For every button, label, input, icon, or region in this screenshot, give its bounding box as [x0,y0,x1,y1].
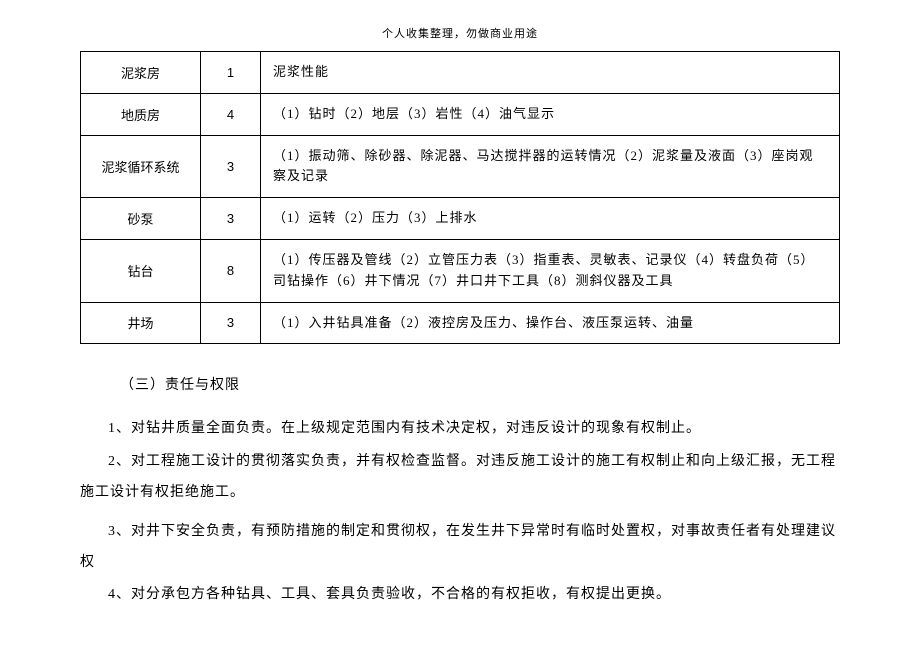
cell-count: 8 [201,239,261,302]
paragraph-1: 1、对钻井质量全面负责。在上级规定范围内有技术决定权，对违反设计的现象有权制止。 [80,414,840,445]
table-row: 泥浆循环系统 3 （1）振动筛、除砂器、除泥器、马达搅拌器的运转情况（2）泥浆量… [81,135,840,198]
cell-desc: （1）入井钻具准备（2）液控房及压力、操作台、液压泵运转、油量 [261,302,840,344]
cell-desc: （1）运转（2）压力（3）上排水 [261,198,840,240]
header-note: 个人收集整理，勿做商业用途 [80,25,840,41]
paragraph-4: 4、对分承包方各种钻具、工具、套具负责验收，不合格的有权拒收，有权提出更换。 [80,580,840,611]
cell-desc: （1）传压器及管线（2）立管压力表（3）指重表、灵敏表、记录仪（4）转盘负荷（5… [261,239,840,302]
paragraph-2: 2、对工程施工设计的贯彻落实负责，并有权检查监督。对违反施工设计的施工有权制止和… [80,447,840,509]
section-title: （三）责任与权限 [120,374,840,394]
cell-desc: 泥浆性能 [261,52,840,94]
table-row: 地质房 4 （1）钻时（2）地层（3）岩性（4）油气显示 [81,93,840,135]
cell-name: 泥浆循环系统 [81,135,201,198]
inspection-table: 泥浆房 1 泥浆性能 地质房 4 （1）钻时（2）地层（3）岩性（4）油气显示 … [80,51,840,344]
cell-count: 1 [201,52,261,94]
cell-desc: （1）振动筛、除砂器、除泥器、马达搅拌器的运转情况（2）泥浆量及液面（3）座岗观… [261,135,840,198]
cell-name: 地质房 [81,93,201,135]
cell-name: 砂泵 [81,198,201,240]
cell-desc: （1）钻时（2）地层（3）岩性（4）油气显示 [261,93,840,135]
paragraph-3: 3、对井下安全负责，有预防措施的制定和贯彻权，在发生井下异常时有临时处置权，对事… [80,517,840,579]
cell-name: 钻台 [81,239,201,302]
cell-count: 3 [201,198,261,240]
table-row: 井场 3 （1）入井钻具准备（2）液控房及压力、操作台、液压泵运转、油量 [81,302,840,344]
table-row: 砂泵 3 （1）运转（2）压力（3）上排水 [81,198,840,240]
cell-count: 3 [201,135,261,198]
cell-name: 泥浆房 [81,52,201,94]
cell-name: 井场 [81,302,201,344]
cell-count: 3 [201,302,261,344]
cell-count: 4 [201,93,261,135]
table-row: 钻台 8 （1）传压器及管线（2）立管压力表（3）指重表、灵敏表、记录仪（4）转… [81,239,840,302]
table-row: 泥浆房 1 泥浆性能 [81,52,840,94]
